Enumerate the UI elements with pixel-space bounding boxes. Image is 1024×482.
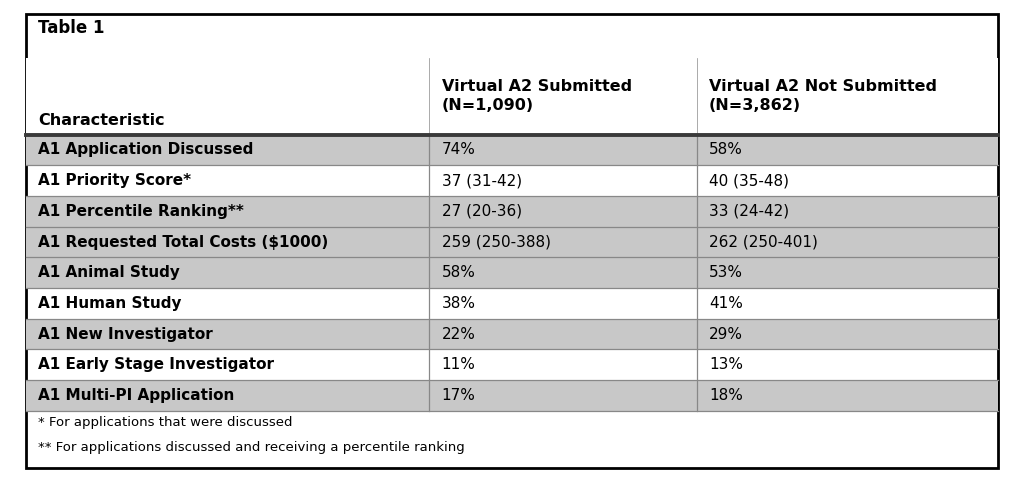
Text: * For applications that were discussed: * For applications that were discussed — [38, 415, 293, 428]
Bar — [26, 57, 998, 134]
Text: A1 Requested Total Costs ($1000): A1 Requested Total Costs ($1000) — [38, 235, 328, 250]
Bar — [26, 319, 998, 349]
Text: 13%: 13% — [709, 357, 743, 372]
Text: 29%: 29% — [709, 327, 743, 342]
Text: 11%: 11% — [441, 357, 475, 372]
Text: 53%: 53% — [709, 265, 743, 280]
Text: 259 (250-388): 259 (250-388) — [441, 235, 551, 250]
Text: A1 Early Stage Investigator: A1 Early Stage Investigator — [38, 357, 273, 372]
Text: A1 New Investigator: A1 New Investigator — [38, 327, 213, 342]
Text: Virtual A2 Not Submitted: Virtual A2 Not Submitted — [709, 79, 937, 94]
Text: A1 Priority Score*: A1 Priority Score* — [38, 173, 191, 188]
Text: (N=1,090): (N=1,090) — [441, 98, 534, 113]
Text: 37 (31-42): 37 (31-42) — [441, 173, 521, 188]
Text: 22%: 22% — [441, 327, 475, 342]
Text: 262 (250-401): 262 (250-401) — [709, 235, 818, 250]
Text: 27 (20-36): 27 (20-36) — [441, 204, 521, 219]
Text: A1 Human Study: A1 Human Study — [38, 296, 181, 311]
Text: (N=3,862): (N=3,862) — [709, 98, 801, 113]
Text: 33 (24-42): 33 (24-42) — [709, 204, 790, 219]
Text: Characteristic: Characteristic — [38, 113, 165, 128]
Text: A1 Multi-PI Application: A1 Multi-PI Application — [38, 388, 234, 403]
Bar — [26, 257, 998, 288]
Text: 41%: 41% — [709, 296, 743, 311]
Text: Table 1: Table 1 — [38, 19, 104, 37]
Text: A1 Percentile Ranking**: A1 Percentile Ranking** — [38, 204, 244, 219]
Text: Virtual A2 Submitted: Virtual A2 Submitted — [441, 79, 632, 94]
Text: 38%: 38% — [441, 296, 475, 311]
Bar — [26, 227, 998, 257]
Text: A1 Animal Study: A1 Animal Study — [38, 265, 180, 280]
Text: 58%: 58% — [441, 265, 475, 280]
Text: A1 Application Discussed: A1 Application Discussed — [38, 142, 253, 158]
Text: 74%: 74% — [441, 142, 475, 158]
Bar — [26, 196, 998, 227]
Bar — [26, 380, 998, 411]
Text: 17%: 17% — [441, 388, 475, 403]
Text: 40 (35-48): 40 (35-48) — [709, 173, 790, 188]
Text: ** For applications discussed and receiving a percentile ranking: ** For applications discussed and receiv… — [38, 441, 465, 454]
Bar — [26, 134, 998, 165]
Text: 18%: 18% — [709, 388, 743, 403]
Text: 58%: 58% — [709, 142, 743, 158]
